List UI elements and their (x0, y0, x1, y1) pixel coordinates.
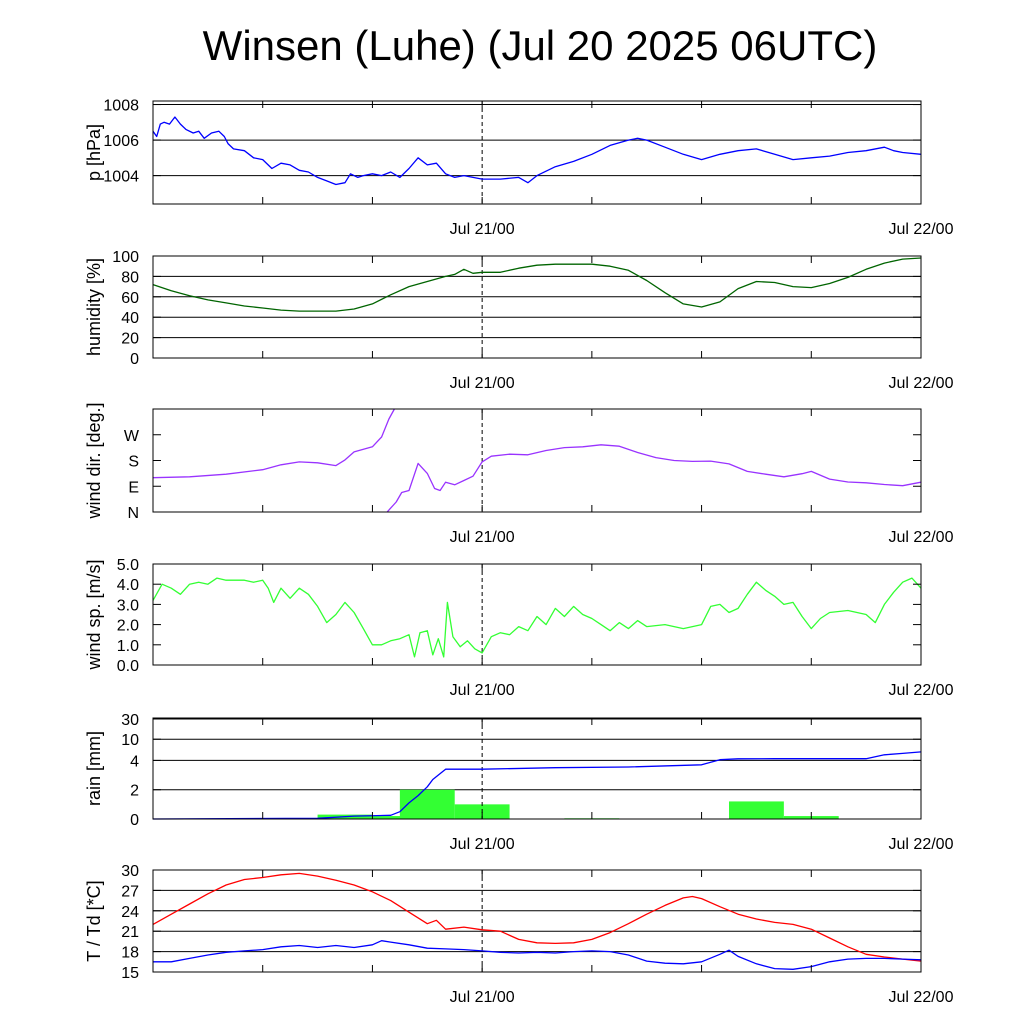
series-line (152, 116, 922, 186)
x-tick-label: Jul 21/00 (450, 221, 515, 238)
y-tick-label: 2 (130, 783, 139, 800)
plot-frame (152, 408, 922, 513)
y-tick-label: 3.0 (117, 597, 139, 614)
y-tick-label: 60 (121, 290, 139, 307)
rain-bar (372, 816, 428, 819)
y-tick-label: 40 (121, 310, 139, 327)
y-axis-label: T / Td [*C] (84, 880, 104, 961)
y-tick-label: 30 (121, 863, 139, 880)
rain-bar (399, 789, 455, 819)
y-tick-label: 10 (121, 732, 139, 749)
y-tick-label: 4.0 (117, 577, 139, 594)
y-tick-label: 100 (112, 249, 139, 266)
y-tick-label: 0 (130, 812, 139, 829)
plot-frame (152, 255, 922, 359)
series-line (152, 872, 922, 962)
y-tick-label: 21 (121, 924, 139, 941)
plot-frame (152, 869, 922, 973)
x-tick-label: Jul 22/00 (889, 375, 954, 392)
y-tick-label: 15 (121, 965, 139, 982)
y-tick-label: 2.0 (117, 618, 139, 635)
y-tick-label: S (128, 454, 139, 471)
x-tick-label: Jul 22/00 (889, 221, 954, 238)
y-axis-label: p [hPa] (84, 124, 104, 181)
y-axis-label: wind sp. [m/s] (84, 559, 104, 670)
x-tick-label: Jul 21/00 (450, 375, 515, 392)
y-tick-label: 18 (121, 945, 139, 962)
page-title: Winsen (Luhe) (Jul 20 2025 06UTC) (202, 22, 878, 69)
y-tick-label: 27 (121, 883, 139, 900)
series-line (153, 940, 922, 970)
y-axis-label: humidity [%] (84, 258, 104, 356)
y-tick-label: 4 (130, 753, 139, 770)
y-tick-label: N (127, 505, 139, 522)
y-tick-label: 0 (130, 351, 139, 368)
series-line (152, 577, 922, 658)
x-tick-label: Jul 21/00 (450, 989, 515, 1006)
y-tick-label: 24 (121, 904, 139, 921)
y-tick-label: 80 (121, 269, 139, 286)
series-line (152, 408, 395, 479)
series-line (152, 257, 922, 312)
x-tick-label: Jul 22/00 (889, 529, 954, 546)
x-tick-label: Jul 21/00 (450, 836, 515, 853)
plot-frame (152, 563, 922, 666)
y-tick-label: 20 (121, 331, 139, 348)
y-tick-label: 5.0 (117, 557, 139, 574)
x-tick-label: Jul 21/00 (450, 682, 515, 699)
x-tick-label: Jul 21/00 (450, 529, 515, 546)
series-line (152, 751, 922, 820)
plot-frame (152, 717, 922, 820)
x-tick-label: Jul 22/00 (889, 989, 954, 1006)
y-tick-label: 0.0 (117, 658, 139, 675)
x-tick-label: Jul 22/00 (889, 836, 954, 853)
y-tick-label: 1006 (103, 133, 139, 150)
y-axis-label: rain [mm] (84, 731, 104, 806)
x-tick-label: Jul 22/00 (889, 682, 954, 699)
y-tick-label: 1.0 (117, 638, 139, 655)
rain-bar (729, 801, 784, 819)
y-tick-label: 1008 (103, 98, 139, 115)
y-axis-label: wind dir. [deg.] (84, 402, 104, 519)
y-tick-label: 1004 (103, 169, 139, 186)
y-tick-label: E (128, 479, 139, 496)
y-tick-label: 30 (121, 712, 139, 729)
series-line (386, 444, 922, 513)
y-tick-label: W (124, 428, 140, 445)
plot-frame (152, 100, 922, 205)
